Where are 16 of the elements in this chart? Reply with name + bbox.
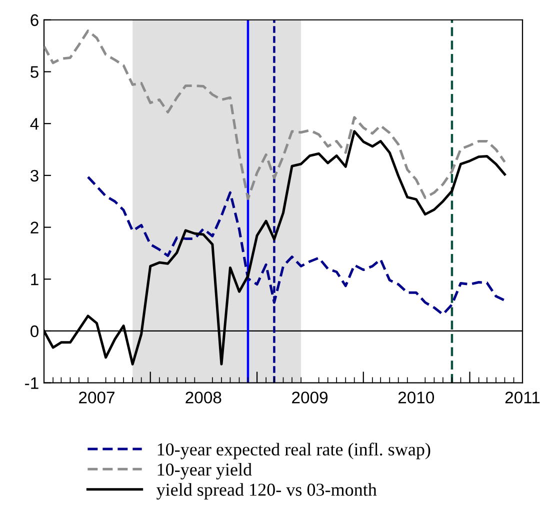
y-tick-label: 5: [30, 66, 38, 78]
y-tick-label: -1: [25, 377, 38, 389]
x-tick-label: 2007: [79, 392, 114, 404]
y-tick-label: 2: [30, 222, 38, 234]
y-tick-label: 3: [30, 170, 38, 182]
x-tick-label: 2009: [292, 392, 328, 404]
legend-label: 10-year expected real rate (infl. swap): [158, 442, 430, 460]
y-tick-label: 1: [31, 274, 38, 286]
y-tick-label: 0: [30, 325, 38, 338]
y-tick-label: 6: [30, 14, 38, 26]
legend-label: 10-year yield: [158, 462, 252, 480]
y-tick-label: 4: [30, 118, 39, 130]
x-tick-label: 2008: [186, 392, 222, 404]
x-tick-label: 2010: [398, 392, 434, 404]
legend-label: yield spread 120- vs 03-month: [156, 483, 377, 500]
x-tick-label: 2011: [505, 392, 540, 404]
